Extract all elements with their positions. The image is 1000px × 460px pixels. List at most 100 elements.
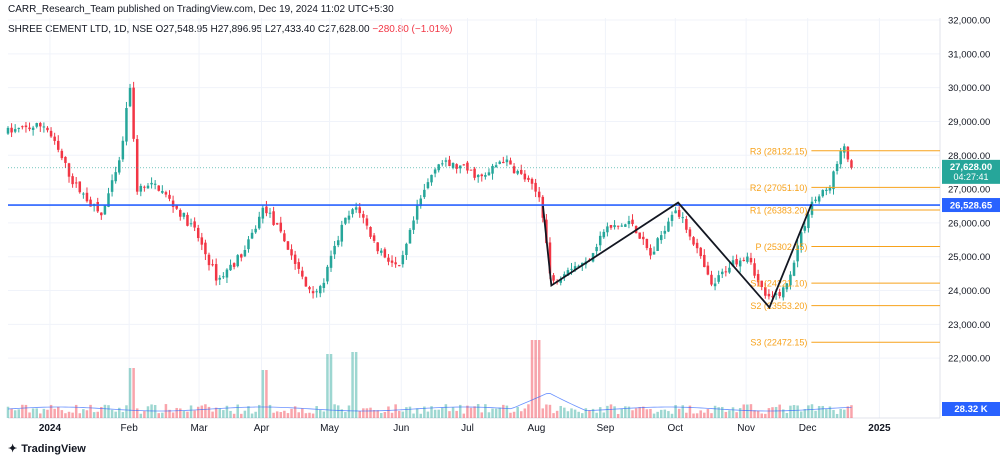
- candle-body: [265, 206, 268, 214]
- candle-body: [624, 224, 627, 227]
- x-tick-label: Feb: [121, 423, 139, 434]
- candle-body: [839, 150, 842, 165]
- volume-bar: [613, 406, 616, 418]
- candle-body: [85, 192, 89, 202]
- y-tick-label: 24,000.00: [948, 286, 990, 297]
- volume-bar: [735, 412, 738, 418]
- candle-body: [39, 123, 42, 127]
- volume-bar: [728, 410, 731, 418]
- volume-bar: [17, 409, 21, 418]
- volume-bar: [807, 405, 810, 418]
- volume-bars: [6, 340, 853, 418]
- candle-body: [649, 247, 652, 256]
- y-tick-label: 28,000.00: [948, 151, 990, 162]
- candle-body: [103, 205, 107, 215]
- candle-body: [408, 229, 412, 244]
- candle-body: [796, 245, 799, 262]
- candle-body: [573, 266, 577, 271]
- volume-bar: [537, 340, 541, 418]
- volume-bar: [110, 409, 114, 418]
- candle-body: [247, 239, 250, 250]
- volume-bar: [552, 413, 555, 418]
- volume-bar: [121, 412, 125, 418]
- volume-bar: [261, 370, 265, 418]
- candle-body: [771, 296, 774, 298]
- volume-bar: [850, 405, 853, 418]
- volume-bar: [469, 407, 473, 418]
- candle-body: [530, 178, 534, 184]
- volume-bar: [89, 404, 92, 418]
- volume-bar: [232, 413, 236, 418]
- volume-bar: [720, 406, 724, 418]
- volume-bar: [559, 405, 562, 418]
- published-info: CARR_Research_Team published on TradingV…: [8, 4, 394, 15]
- volume-bar: [229, 410, 232, 418]
- volume-bar: [606, 405, 609, 418]
- volume-value: 28.32 K: [954, 404, 987, 415]
- candle-body: [749, 257, 753, 263]
- volume-bar: [380, 413, 383, 418]
- pattern-lines: [542, 201, 813, 310]
- x-tick-label: Apr: [254, 423, 270, 434]
- volume-bar: [319, 409, 322, 418]
- candle-body: [268, 212, 272, 214]
- volume-bar: [652, 413, 656, 418]
- y-tick-label: 31,000.00: [948, 49, 990, 60]
- volume-bar: [293, 406, 297, 418]
- volume-bar: [322, 411, 326, 418]
- volume-bar: [771, 407, 774, 418]
- candlesticks: [6, 81, 853, 301]
- volume-bar: [688, 405, 692, 418]
- candle-body: [598, 235, 602, 246]
- candle-body: [53, 136, 56, 141]
- volume-bar: [71, 412, 74, 418]
- candle-body: [283, 233, 286, 242]
- volume-bar: [358, 411, 361, 418]
- volume-bar: [336, 405, 340, 418]
- candle-body: [828, 187, 832, 191]
- volume-bar: [581, 413, 584, 418]
- candle-body: [681, 217, 685, 219]
- candle-body: [731, 260, 735, 267]
- volume-bar: [13, 410, 17, 418]
- candle-body: [782, 287, 785, 298]
- candle-body: [789, 274, 792, 286]
- volume-bar: [329, 354, 333, 418]
- volume-bar: [394, 404, 397, 418]
- volume-bar: [340, 409, 344, 418]
- x-tick-label: Nov: [737, 423, 755, 434]
- x-tick-label: Jul: [461, 423, 474, 434]
- candle-body: [232, 263, 236, 267]
- candle-body: [509, 160, 512, 165]
- candle-body: [487, 172, 491, 176]
- volume-bar: [746, 404, 749, 418]
- volume-bar: [333, 404, 336, 418]
- candle-body: [394, 262, 397, 265]
- symbol-title[interactable]: SHREE CEMENT LTD, 1D, NSE: [8, 24, 153, 35]
- candle-body: [74, 182, 78, 184]
- candle-body: [469, 169, 473, 171]
- candle-body: [846, 146, 850, 160]
- volume-bar: [825, 408, 828, 418]
- candle-body: [42, 126, 46, 128]
- volume-bar: [211, 411, 214, 418]
- level-price-value: 26,528.65: [950, 201, 993, 212]
- volume-bar: [207, 406, 211, 418]
- candle-body: [724, 271, 728, 273]
- volume-bar: [681, 405, 685, 418]
- candle-body: [670, 214, 674, 221]
- candle-body: [638, 232, 641, 239]
- volume-bar: [670, 413, 674, 418]
- candle-body: [448, 159, 451, 166]
- volume-bar: [161, 412, 164, 418]
- candle-body: [376, 242, 379, 252]
- volume-bar: [53, 408, 56, 418]
- volume-bar: [491, 408, 494, 418]
- tradingview-logo[interactable]: ✦ TradingView: [8, 443, 86, 455]
- candle-body: [688, 229, 692, 237]
- volume-bar: [423, 406, 426, 418]
- candle-body: [225, 269, 229, 278]
- candle-body: [240, 254, 243, 258]
- volume-bar: [46, 409, 49, 418]
